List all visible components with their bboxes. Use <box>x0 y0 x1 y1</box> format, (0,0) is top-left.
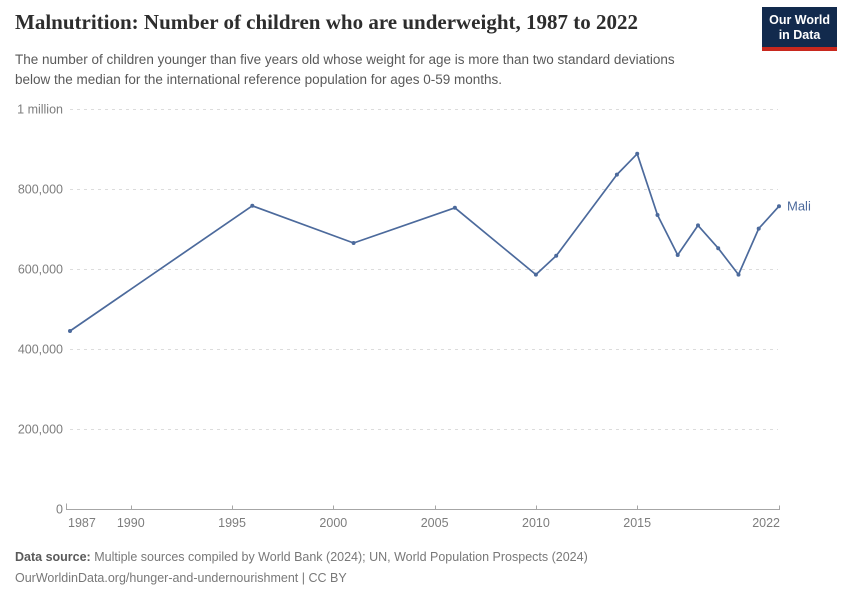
y-axis-tick-label: 400,000 <box>18 343 63 357</box>
chart-subtitle: The number of children younger than five… <box>15 50 675 89</box>
data-point-marker <box>655 213 660 217</box>
data-point-marker <box>675 253 680 257</box>
data-source-label: Data source: <box>15 550 91 564</box>
data-point-marker <box>756 226 761 231</box>
x-axis-line <box>66 503 780 510</box>
y-axis-tick-label: 1 million <box>17 103 63 117</box>
data-line-mali <box>69 152 780 332</box>
footer-url-line: OurWorldinData.org/hunger-and-undernouri… <box>15 568 588 589</box>
y-axis-tick-label: 800,000 <box>18 183 63 197</box>
owid-url-link[interactable]: OurWorldinData.org/hunger-and-undernouri… <box>15 571 299 585</box>
data-source-text: Multiple sources compiled by World Bank … <box>94 550 588 564</box>
owid-logo[interactable]: Our World in Data <box>762 7 837 51</box>
y-axis-tick-label: 0 <box>56 503 63 517</box>
series-label-mali: Mali <box>787 199 811 214</box>
data-point-marker <box>452 205 457 210</box>
data-point-marker <box>533 272 538 277</box>
data-point-marker <box>696 223 700 228</box>
y-axis-tick-label: 200,000 <box>18 423 63 437</box>
data-point-marker <box>554 253 559 258</box>
x-axis-tick-label: 2000 <box>319 516 347 530</box>
data-point-marker <box>68 329 72 333</box>
chart-subtitle-line1: The number of children younger than five… <box>15 52 675 67</box>
x-axis-tick-label: 2010 <box>522 516 550 530</box>
data-point-marker <box>716 246 721 251</box>
license-link[interactable]: CC BY <box>308 571 347 585</box>
data-point-marker <box>351 241 356 245</box>
y-axis-tick-label: 600,000 <box>18 263 63 277</box>
chart-subtitle-line2: below the median for the international r… <box>15 71 503 87</box>
x-axis-tick-label: 1987 <box>68 516 96 530</box>
data-point-marker <box>614 172 619 177</box>
data-point-marker <box>635 151 640 156</box>
x-axis-tick-label: 2015 <box>623 516 651 530</box>
chart-footer: Data source: Multiple sources compiled b… <box>15 547 588 589</box>
x-axis-tick-label: 1995 <box>218 516 246 530</box>
data-point-marker <box>736 272 741 277</box>
x-axis-tick-label: 2022 <box>752 516 780 530</box>
chart-title: Malnutrition: Number of children who are… <box>15 10 638 34</box>
x-axis-tick-label: 1990 <box>117 516 145 530</box>
data-point-marker <box>777 204 781 209</box>
footer-separator: | <box>298 571 309 585</box>
data-point-marker <box>250 203 255 208</box>
owid-logo-line1: Our World <box>769 13 830 27</box>
data-source-line: Data source: Multiple sources compiled b… <box>15 547 588 568</box>
owid-logo-line2: in Data <box>778 28 821 42</box>
x-axis-tick-label: 2005 <box>421 516 449 530</box>
